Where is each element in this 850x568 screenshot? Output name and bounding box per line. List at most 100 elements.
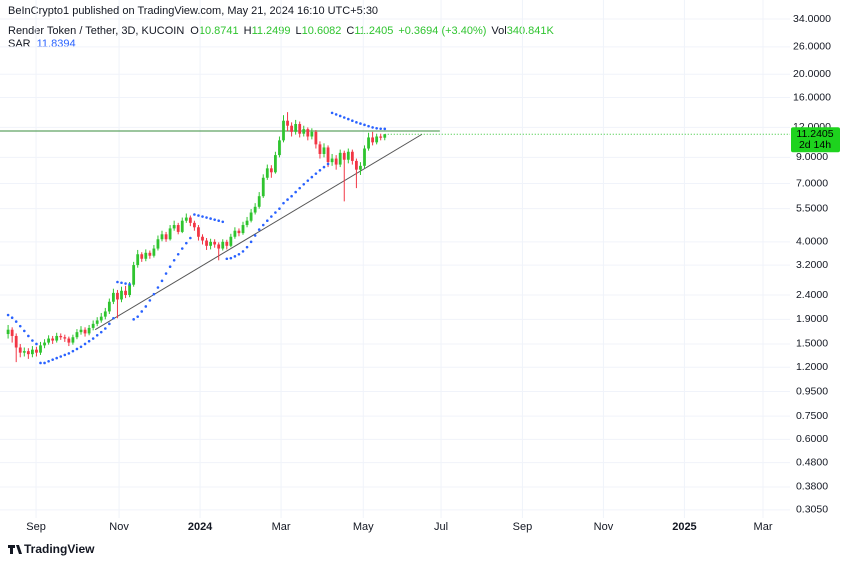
candle-body (350, 151, 354, 161)
candle-body (322, 147, 326, 154)
sar-dot (351, 119, 354, 123)
sar-dot (270, 215, 273, 218)
sar-dot (132, 318, 135, 321)
axes: 34.000026.000020.000016.000012.00009.000… (26, 13, 840, 533)
sar-dot (213, 218, 216, 221)
sar-dot (221, 220, 225, 224)
sar-dot (67, 352, 71, 355)
sar-dot (6, 313, 10, 317)
sar-dot (71, 349, 75, 353)
candle-body (6, 329, 10, 335)
sar-dot (249, 240, 253, 244)
candle-body (209, 241, 213, 246)
candle-body (128, 284, 132, 296)
candle-body (213, 241, 217, 245)
sar-dot (168, 265, 172, 269)
candle-body (269, 168, 273, 173)
candle-body (75, 332, 79, 338)
candle-body (346, 151, 350, 160)
candle-body (91, 323, 95, 328)
plot (0, 111, 790, 365)
sar-dot (217, 219, 221, 222)
y-tick-label: 4.0000 (796, 236, 828, 248)
change-value: +0.3694 (+3.40%) (398, 25, 486, 37)
sar-dot (75, 347, 79, 351)
sar-dot (108, 322, 111, 326)
sar-dot (237, 252, 241, 256)
ohlc-value: 10.6082 (302, 25, 342, 37)
candle-body (116, 292, 119, 300)
candle-body (225, 241, 229, 246)
candle-body (99, 316, 103, 321)
sar-dot (189, 236, 192, 240)
sar-dot (278, 207, 281, 210)
sar-dot (55, 356, 59, 360)
candle-body (249, 212, 253, 221)
sar-dot (18, 324, 22, 328)
sar-dot (253, 234, 257, 237)
candle-body (261, 177, 265, 197)
sar-dot (201, 215, 204, 218)
sar-dot (359, 122, 362, 125)
candle-body (103, 311, 107, 317)
candle-body (176, 225, 180, 232)
sar-dot (347, 117, 350, 121)
candle-body (318, 144, 322, 154)
candle-body (278, 140, 281, 156)
candle-body (71, 337, 75, 343)
candle-body (59, 335, 63, 338)
y-tick-label: 2.4000 (796, 289, 828, 301)
candle-body (306, 129, 310, 137)
sar-dot (14, 320, 18, 323)
x-tick-label: Sep (26, 521, 46, 533)
sar-dot (355, 121, 358, 124)
brand-name: TradingView (24, 542, 95, 556)
sar-dot (172, 258, 176, 262)
candle-body (241, 225, 245, 234)
sar-dot (99, 330, 103, 334)
sar-dot (197, 214, 200, 217)
volume-label: Vol (491, 25, 506, 37)
y-tick-label: 1.9000 (796, 313, 828, 325)
y-tick-label: 0.3800 (796, 481, 828, 493)
candle-body (144, 252, 148, 259)
sar-dot (371, 126, 374, 129)
candle-body (205, 240, 208, 246)
sar-dot (59, 355, 63, 358)
sar-name: SAR (8, 38, 31, 50)
candle-body (253, 206, 257, 213)
candle-body (31, 349, 34, 355)
y-tick-label: 0.6000 (796, 433, 828, 445)
sar-dot (233, 255, 237, 258)
sar-dot (274, 211, 277, 214)
sar-dot (87, 339, 91, 343)
candle-body (286, 120, 289, 126)
candle-body (359, 165, 362, 170)
candle-body (87, 327, 91, 334)
x-tick-label: Jul (434, 521, 448, 533)
sar-dot (112, 316, 115, 320)
y-tick-label: 1.5000 (796, 338, 828, 350)
sar-dot (156, 286, 160, 289)
y-tick-label: 0.4800 (796, 456, 828, 468)
ohlc-value: 10.8741 (199, 25, 239, 37)
ohlc-label: H (244, 25, 252, 37)
sar-dot (330, 111, 334, 115)
sar-dot (176, 252, 180, 256)
candle-body (294, 124, 298, 132)
sar-dot (334, 113, 338, 116)
sar-dot (120, 281, 123, 285)
candle-body (265, 168, 269, 178)
candle-body (338, 152, 342, 165)
sar-dot (47, 359, 50, 363)
candle-body (39, 345, 42, 353)
brand: TradingView (8, 542, 95, 556)
candle-body (156, 239, 160, 249)
sar-dot (39, 361, 42, 365)
candle-body (197, 227, 200, 237)
sar-dot (266, 219, 269, 222)
candle-body (168, 228, 172, 240)
brand-logo (8, 545, 22, 554)
sar-dot (144, 305, 148, 308)
